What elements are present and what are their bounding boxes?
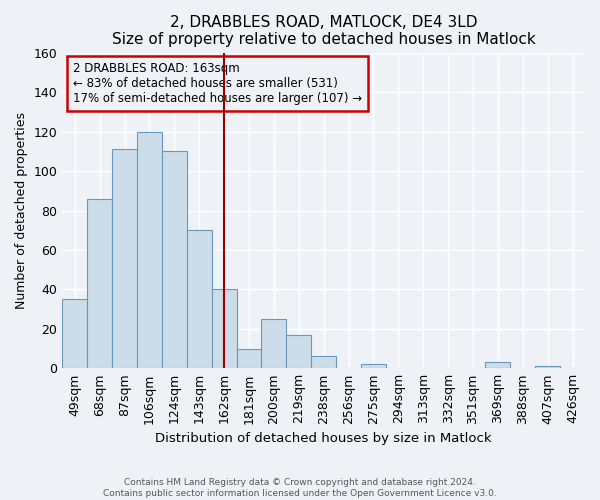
Text: Contains HM Land Registry data © Crown copyright and database right 2024.
Contai: Contains HM Land Registry data © Crown c…	[103, 478, 497, 498]
Bar	[311, 356, 336, 368]
Y-axis label: Number of detached properties: Number of detached properties	[15, 112, 28, 309]
Bar	[112, 150, 137, 368]
Title: 2, DRABBLES ROAD, MATLOCK, DE4 3LD
Size of property relative to detached houses : 2, DRABBLES ROAD, MATLOCK, DE4 3LD Size …	[112, 15, 536, 48]
Bar	[187, 230, 212, 368]
Bar	[485, 362, 511, 368]
Bar	[361, 364, 386, 368]
Bar	[162, 152, 187, 368]
Bar	[262, 319, 286, 368]
Bar	[236, 348, 262, 368]
Bar	[137, 132, 162, 368]
Text: 2 DRABBLES ROAD: 163sqm
← 83% of detached houses are smaller (531)
17% of semi-d: 2 DRABBLES ROAD: 163sqm ← 83% of detache…	[73, 62, 362, 105]
X-axis label: Distribution of detached houses by size in Matlock: Distribution of detached houses by size …	[155, 432, 492, 445]
Bar	[286, 335, 311, 368]
Bar	[87, 198, 112, 368]
Bar	[62, 300, 87, 368]
Bar	[212, 290, 236, 368]
Bar	[535, 366, 560, 368]
